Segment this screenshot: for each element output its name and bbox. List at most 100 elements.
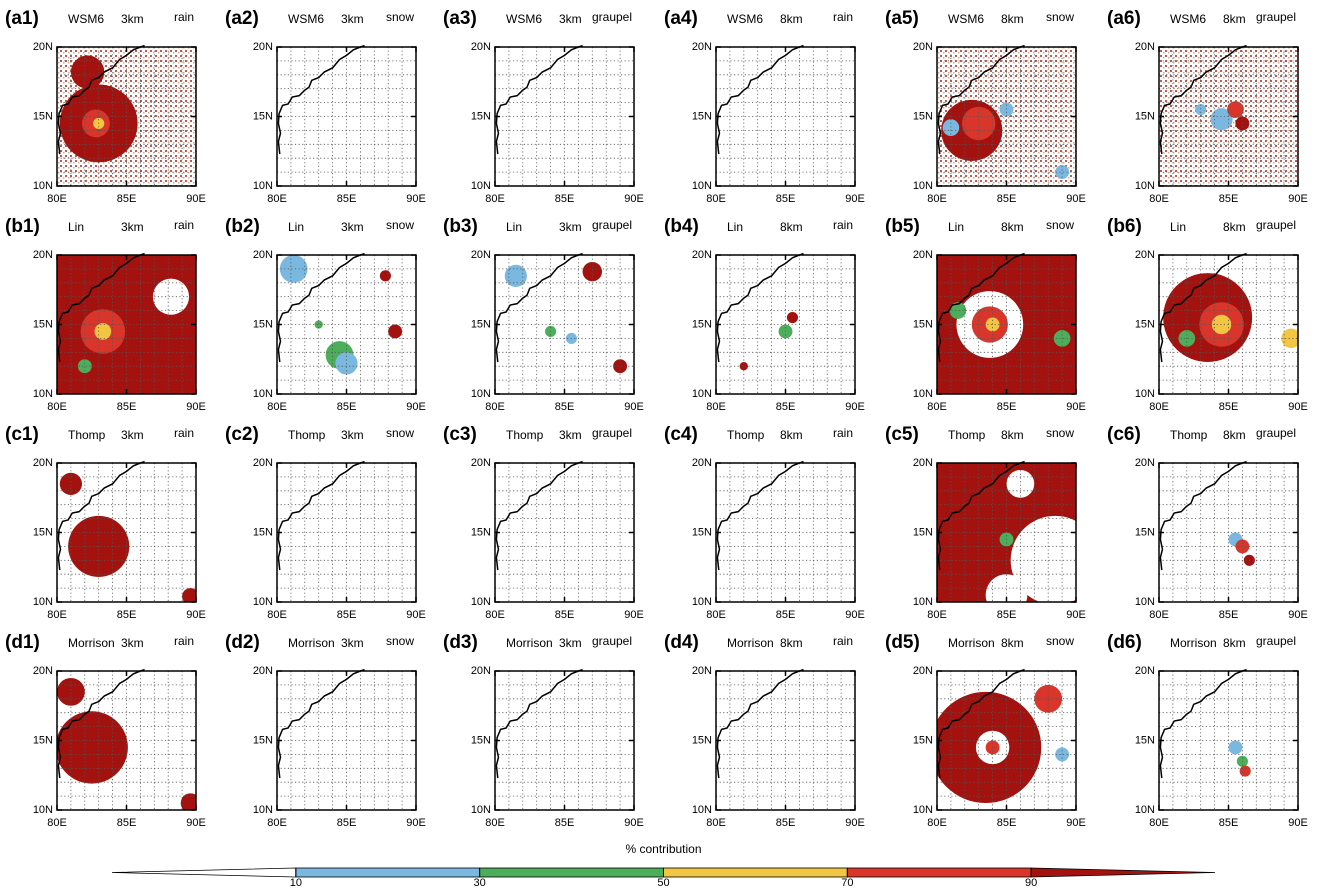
panel-label: (b4) (664, 216, 699, 237)
x-tick-label: 90E (845, 817, 865, 829)
scheme: Thomp (68, 428, 106, 442)
species: snow (386, 426, 414, 440)
y-tick-label: 15N (253, 318, 273, 330)
coastline (937, 252, 1025, 363)
map-panel: 80E 85E 90E 10N 15N 20N (c3) Thomp 3km graupel (443, 424, 644, 621)
field-blob (70, 55, 105, 89)
resolution: 8km (1001, 12, 1024, 26)
coastline (57, 668, 145, 779)
field-blob (379, 270, 391, 282)
x-tick-label: 90E (624, 401, 644, 413)
species: snow (386, 634, 414, 648)
scheme: Thomp (288, 428, 326, 442)
resolution: 3km (341, 636, 364, 650)
map-panel: 80E 85E 90E 10N 15N 20N (a4) WSM6 8km rain (664, 8, 865, 205)
field-blob (57, 711, 128, 784)
x-tick-label: 85E (555, 609, 575, 621)
y-tick-label: 10N (33, 804, 53, 816)
resolution: 8km (1223, 220, 1246, 234)
y-tick-label: 15N (253, 526, 273, 538)
y-tick-label: 20N (913, 457, 933, 469)
map-panel: 80E 85E 90E 10N 15N 20N (c4) Thomp 8km rain (664, 424, 865, 621)
map-panel: 80E 85E 90E 10N 15N 20N (b3) Lin 3km graupel (443, 216, 644, 413)
y-tick-label: 15N (692, 734, 712, 746)
x-tick-label: 85E (776, 193, 796, 205)
x-tick-label: 90E (1288, 193, 1308, 205)
coastline (495, 252, 583, 363)
field-blob (152, 278, 190, 315)
map-panel: 80E 85E 90E 10N 15N 20N (b4) Lin 8km rain (664, 216, 865, 413)
coastline (495, 44, 583, 155)
colorbar-tick-label: 90 (1025, 877, 1037, 889)
x-tick-label: 85E (117, 401, 137, 413)
x-tick-label: 90E (406, 401, 426, 413)
scheme: Morrison (288, 636, 335, 650)
x-tick-label: 90E (406, 609, 426, 621)
resolution: 3km (121, 428, 144, 442)
field-blob (504, 264, 527, 287)
coastline (495, 668, 583, 779)
map-panel: 80E 85E 90E 10N 15N 20N (c1) Thomp 3km rain (5, 424, 206, 621)
scheme: Lin (1170, 220, 1186, 234)
y-tick-label: 15N (692, 526, 712, 538)
colorbar-segment (111, 867, 297, 878)
coastline (277, 460, 365, 571)
x-tick-label: 85E (1219, 401, 1239, 413)
x-tick-label: 80E (1149, 817, 1169, 829)
species: snow (1046, 634, 1074, 648)
x-tick-label: 90E (1066, 193, 1086, 205)
coastline (716, 460, 804, 571)
y-tick-label: 15N (692, 318, 712, 330)
field-blob (786, 311, 799, 324)
panel-label: (a2) (225, 8, 259, 29)
x-tick-label: 85E (337, 609, 357, 621)
y-tick-label: 15N (33, 734, 53, 746)
resolution: 3km (341, 220, 364, 234)
y-tick-label: 20N (33, 457, 53, 469)
x-tick-label: 90E (186, 193, 206, 205)
x-tick-label: 85E (1219, 193, 1239, 205)
field (279, 255, 403, 375)
y-tick-label: 20N (33, 249, 53, 261)
y-tick-label: 10N (692, 388, 712, 400)
x-tick-label: 90E (186, 401, 206, 413)
scheme: Morrison (727, 636, 774, 650)
species: graupel (592, 426, 632, 440)
scheme: Morrison (948, 636, 995, 650)
y-tick-label: 20N (33, 665, 53, 677)
y-tick-label: 20N (471, 665, 491, 677)
x-tick-label: 85E (555, 401, 575, 413)
y-tick-label: 15N (471, 526, 491, 538)
field-blob (999, 102, 1014, 117)
panel-label: (d3) (443, 632, 478, 653)
map-panel: 80E 85E 90E 10N 15N 20N (d5) Morrison 8km snow (885, 632, 1086, 829)
y-tick-label: 20N (913, 41, 933, 53)
x-tick-label: 80E (706, 401, 726, 413)
field (504, 261, 628, 374)
resolution: 8km (1001, 636, 1024, 650)
field (739, 311, 799, 371)
y-tick-label: 15N (471, 734, 491, 746)
resolution: 8km (1223, 12, 1246, 26)
y-tick-label: 20N (471, 457, 491, 469)
x-tick-label: 90E (1066, 609, 1086, 621)
field-blob (77, 359, 92, 374)
x-tick-label: 85E (997, 817, 1017, 829)
species: snow (1046, 10, 1074, 24)
y-tick-label: 10N (1135, 180, 1155, 192)
x-tick-label: 90E (406, 817, 426, 829)
x-tick-label: 85E (555, 817, 575, 829)
field-blob (59, 472, 83, 495)
species: rain (833, 218, 853, 232)
colorbar-segment (663, 867, 848, 878)
x-tick-label: 80E (485, 817, 505, 829)
species: snow (1046, 218, 1074, 232)
map-panel: 80E 85E 90E 10N 15N 20N (c2) Thomp 3km snow (225, 424, 426, 621)
map-panel: 80E 85E 90E 10N 15N 20N (d1) Morrison 3km rain (5, 632, 206, 829)
y-tick-label: 10N (471, 388, 491, 400)
coastline (1159, 668, 1247, 779)
panel-label: (d4) (664, 632, 699, 653)
x-tick-label: 80E (927, 401, 947, 413)
field-blob (94, 323, 112, 340)
field-blob (1210, 108, 1233, 131)
